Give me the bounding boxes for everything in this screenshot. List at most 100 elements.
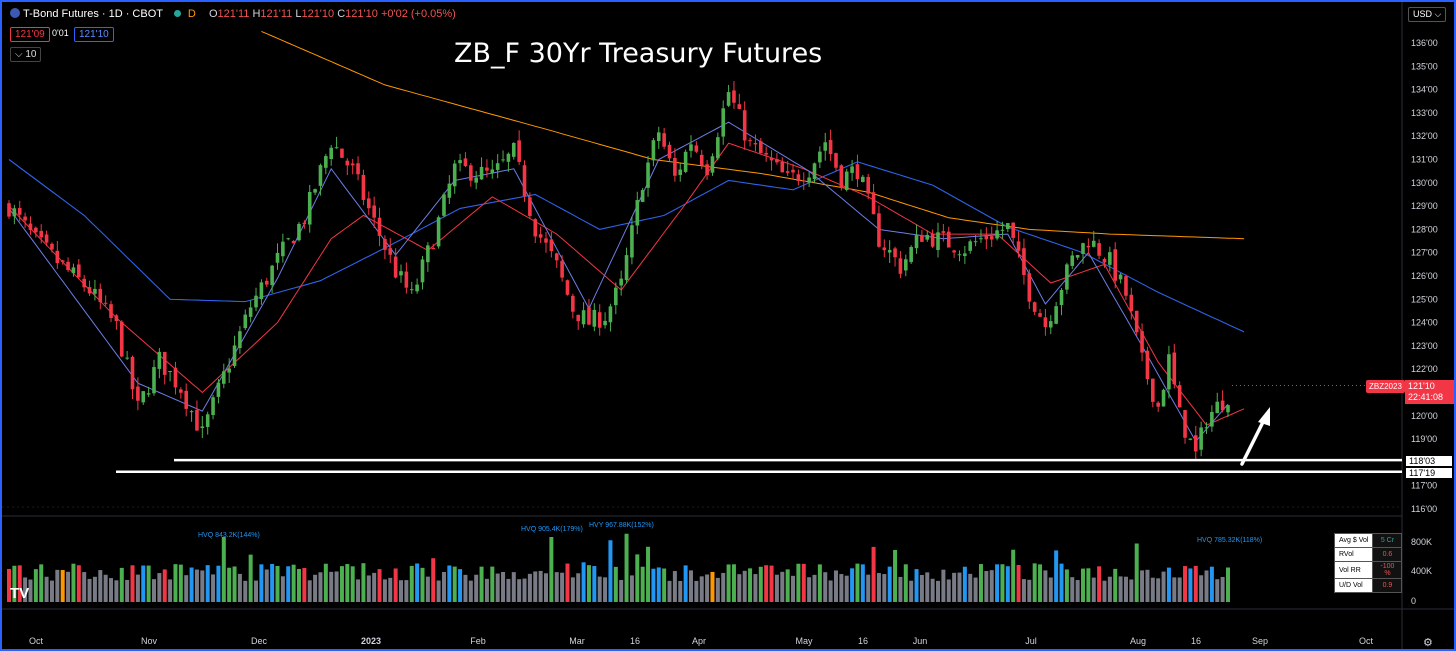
volume-bar [275, 565, 280, 602]
candle-body [1134, 310, 1139, 333]
candle-body [114, 315, 119, 322]
candle-body [710, 156, 715, 173]
candle-body [44, 234, 49, 243]
candle-body [243, 314, 248, 329]
volume-bar [66, 571, 71, 602]
candle-body [1145, 350, 1150, 380]
candle-body [571, 295, 575, 312]
currency-selector[interactable]: USD ⌵ [1408, 7, 1447, 22]
volume-bar [221, 537, 226, 602]
volume-bar [517, 579, 522, 602]
x-tick-label: May [795, 636, 813, 646]
volume-bar [291, 564, 296, 602]
ask-badge[interactable]: 121'10 [74, 27, 114, 42]
volume-bar [592, 566, 597, 602]
volume-bar [549, 537, 554, 602]
candle-body [350, 163, 355, 166]
volume-bar [98, 570, 103, 602]
tradingview-logo: TV [10, 585, 30, 602]
candle-body [1016, 241, 1021, 251]
volume-bar [1140, 570, 1145, 602]
candle-body [1022, 248, 1026, 275]
candle-body [1059, 290, 1064, 306]
volume-bar [656, 567, 661, 602]
volume-bar [748, 568, 753, 602]
volume-bar [586, 565, 591, 602]
candle-body [893, 248, 897, 258]
candle-body [882, 247, 887, 251]
volume-bar [1188, 568, 1193, 602]
candle-body [318, 165, 323, 186]
candle-body [909, 246, 913, 263]
candle-body [1070, 255, 1075, 266]
candle-body [1204, 427, 1209, 429]
indicators-toggle[interactable]: ⌵ 10 [10, 47, 42, 62]
volume-bar [1193, 565, 1198, 602]
candle-body [297, 223, 301, 241]
volume-bar [447, 565, 452, 602]
candle-body [393, 256, 398, 278]
us-flag-icon [10, 8, 20, 18]
candle-body [683, 151, 688, 172]
volume-bar [361, 563, 366, 602]
candle-body [699, 154, 704, 166]
volume-bar [307, 580, 312, 602]
volume-bar [178, 564, 183, 602]
volume-bar [726, 564, 731, 602]
candle-body [887, 249, 892, 253]
volume-bar [1145, 569, 1150, 602]
volume-bar [232, 566, 237, 602]
settings-gear-icon[interactable]: ⚙ [1423, 637, 1433, 649]
candle-body [775, 159, 779, 163]
candle-body [597, 312, 602, 328]
candle-body [1043, 317, 1048, 328]
volume-bar [785, 569, 790, 602]
candle-body [184, 390, 189, 409]
x-tick-label: Nov [141, 636, 158, 646]
symbol-header[interactable]: T-Bond Futures · 1D · CBOT D O121'11 H12… [10, 8, 456, 20]
x-tick-label: Jun [913, 636, 928, 646]
volume-bar [1118, 576, 1123, 602]
volume-bar [339, 566, 344, 602]
candle-body [366, 198, 371, 209]
candle-body [442, 194, 446, 216]
candle-body [404, 271, 409, 288]
candle-body [640, 190, 645, 202]
candle-body [678, 169, 683, 176]
candle-body [791, 169, 795, 173]
volume-bar [205, 565, 210, 602]
volume-bar [431, 558, 436, 602]
volume-bar [538, 570, 543, 602]
volume-bar [769, 565, 774, 602]
volume-bar [1129, 579, 1134, 602]
volume-bar [731, 564, 736, 602]
volume-bar [522, 578, 527, 602]
x-tick-label: 16 [858, 636, 868, 646]
volume-bar [286, 566, 291, 602]
candle-body [801, 180, 806, 182]
y-tick-label: 117'00 [1411, 481, 1437, 491]
bid-badge[interactable]: 121'09 [10, 27, 50, 42]
candle-body [694, 145, 699, 152]
candle-body [66, 261, 70, 271]
volume-bar [474, 574, 479, 602]
candle-body [1220, 400, 1225, 411]
candle-body [1226, 405, 1230, 413]
chart-title-overlay: ZB_F 30Yr Treasury Futures [454, 38, 823, 69]
candle-body [474, 177, 478, 183]
candle-body [995, 230, 999, 239]
volume-bar [576, 573, 581, 602]
volume-bar [318, 572, 323, 602]
volume-bar [936, 580, 941, 602]
interval-badge: D [187, 8, 196, 20]
y-tick-label: 131'00 [1411, 155, 1438, 165]
ema-mid-line [8, 142, 1245, 426]
volume-bar [1059, 563, 1064, 602]
candle-body [125, 357, 129, 359]
volume-bar [227, 567, 232, 602]
volume-bar [452, 566, 457, 602]
candle-body [1081, 243, 1085, 254]
candle-body [415, 284, 419, 292]
